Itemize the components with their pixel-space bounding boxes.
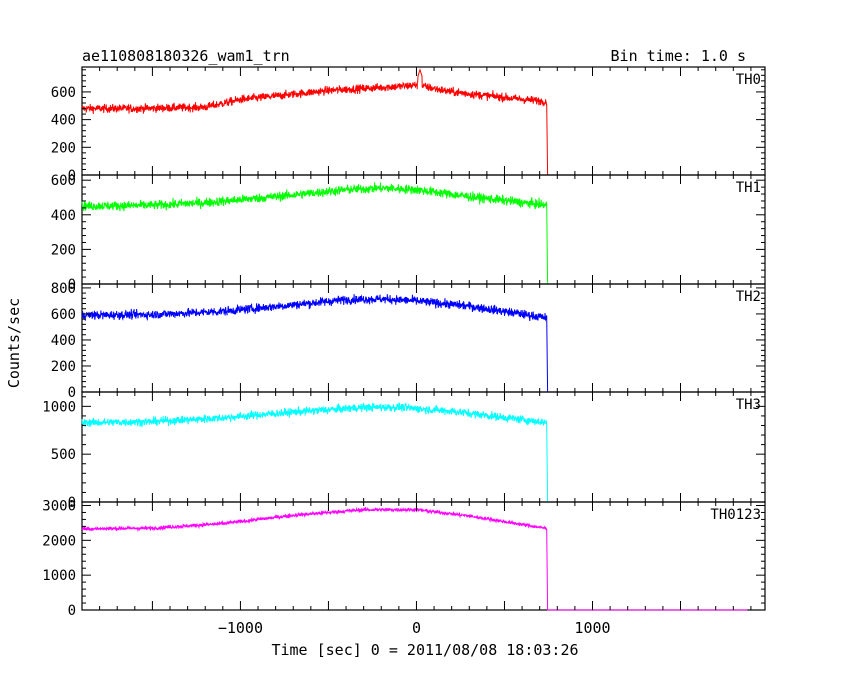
chart-title: ae110808180326_wam1_trn (82, 47, 290, 65)
panel-label-th0: TH0 (736, 72, 761, 88)
y-tick-label: 400 (51, 208, 76, 224)
x-tick-label: 0 (412, 619, 421, 637)
y-tick-label: 0 (68, 385, 76, 401)
y-tick-label: 0 (68, 277, 76, 293)
panel-th0: TH0 0 200 400 600 (51, 66, 766, 184)
panel-label-th1: TH1 (736, 180, 761, 196)
panel-th0123: TH0123 0 1000 2000 3000 (42, 498, 766, 619)
panel-th3: TH3 0 500 1000 (42, 391, 766, 511)
panel-frame (81, 501, 766, 611)
y-tick-label: 200 (51, 242, 76, 258)
y-tick-label: 600 (51, 307, 76, 323)
panel-label-th0123: TH0123 (710, 507, 761, 523)
y-tick-label: 800 (51, 281, 76, 297)
y-tick-label: 1000 (42, 568, 76, 584)
x-tick-label: 1000 (574, 619, 610, 637)
y-tick-label: 1000 (42, 399, 76, 415)
panel-label-th3: TH3 (736, 397, 761, 413)
y-tick-label: 3000 (42, 498, 76, 514)
panel-label-th2: TH2 (736, 289, 761, 305)
y-tick-label: 0 (68, 603, 76, 619)
y-tick-label: 500 (51, 447, 76, 463)
x-tick-label: −1000 (218, 619, 263, 637)
panel-th1: TH1 0 200 400 600 (51, 173, 766, 293)
y-axis-label: Counts/sec (5, 298, 23, 388)
series-line-th1 (81, 182, 748, 285)
y-tick-label: 2000 (42, 533, 76, 549)
series-line-th0 (81, 68, 748, 176)
panel-th2: TH2 0 200 400 600 800 (51, 281, 766, 401)
panels-group: TH0 0 200 400 600 TH1 0 200 400 600 TH2 0 200 400 600 8… (42, 66, 766, 637)
x-axis-label: Time [sec] 0 = 2011/08/08 18:03:26 (271, 641, 578, 659)
y-tick-label: 400 (51, 333, 76, 349)
y-tick-label: 200 (51, 359, 76, 375)
y-tick-label: 600 (51, 85, 76, 101)
series-line-th0123 (81, 506, 748, 611)
y-tick-label: 0 (68, 168, 76, 184)
panel-frame (81, 66, 766, 176)
y-tick-label: 0 (68, 495, 76, 511)
series-line-th2 (81, 294, 748, 393)
bin-time-label: Bin time: 1.0 s (611, 47, 746, 65)
y-tick-label: 200 (51, 140, 76, 156)
y-tick-label: 600 (51, 173, 76, 189)
series-line-th3 (81, 402, 748, 503)
y-tick-label: 400 (51, 113, 76, 129)
